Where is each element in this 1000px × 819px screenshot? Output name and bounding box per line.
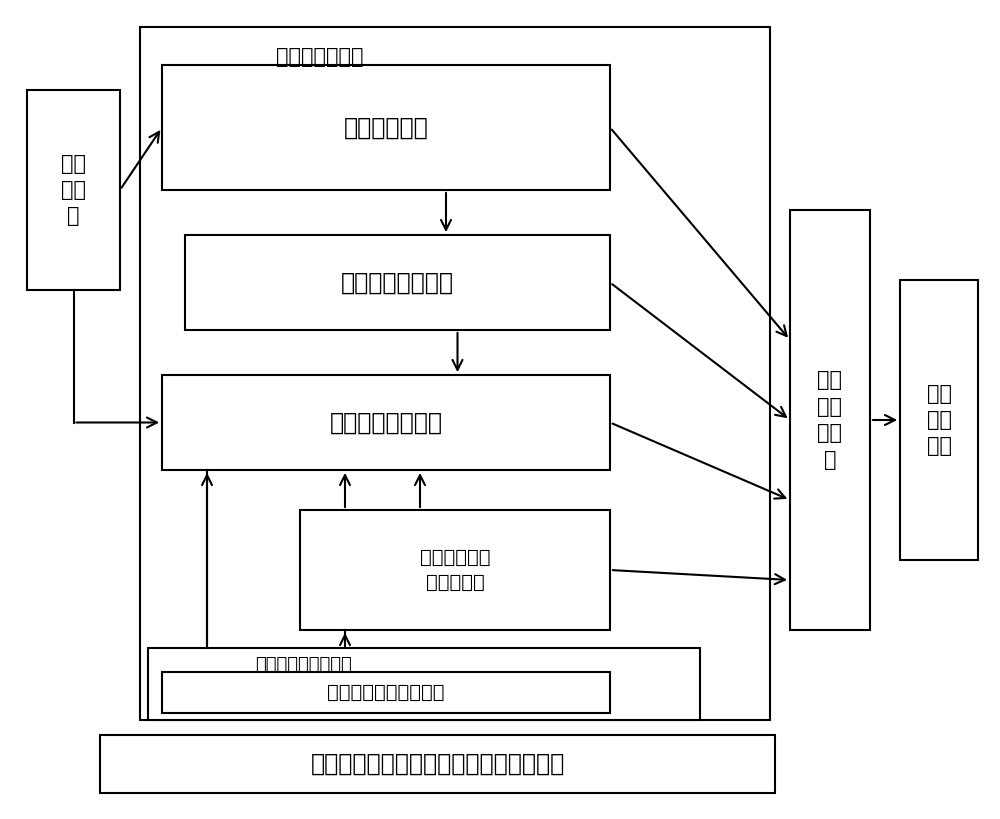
Bar [162,375,610,470]
Bar [100,735,775,793]
Bar [185,235,610,330]
Text: 控温周期调整模块: 控温周期调整模块 [341,270,454,295]
Bar [162,65,610,190]
Text: 温度偏差反馈：: 温度偏差反馈： [276,47,364,67]
Text: 可分辨加热时
间设置模块: 可分辨加热时 间设置模块 [420,548,490,592]
Text: 反馈控制和顺馈补偿结合的复合控温系统: 反馈控制和顺馈补偿结合的复合控温系统 [310,752,565,776]
Bar [300,510,610,630]
Text: 热控
实施
模块: 热控 实施 模块 [926,383,952,456]
Bar [148,648,700,720]
Bar [790,210,870,630]
Bar [162,672,610,713]
Text: 测温
传感
器: 测温 传感 器 [61,154,86,226]
Bar [140,27,770,720]
Text: 外热流内热源顺馈：: 外热流内热源顺馈： [255,656,351,674]
Bar [27,90,120,290]
Bar [900,280,978,560]
Text: 温度测量模块: 温度测量模块 [344,115,428,139]
Text: 外热流内热源加权模块: 外热流内热源加权模块 [327,683,445,702]
Text: 电加
热驱
动模
块: 电加 热驱 动模 块 [818,370,842,469]
Text: 加热时间控制模块: 加热时间控制模块 [330,410,442,435]
